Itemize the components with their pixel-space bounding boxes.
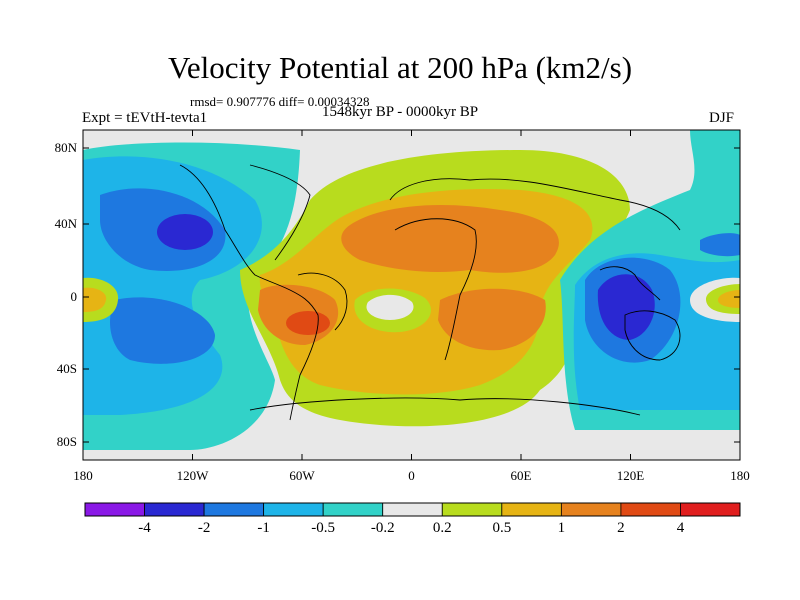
lon-label: 180	[730, 468, 750, 483]
lon-label: 0	[408, 468, 415, 483]
colorbar-swatch	[84, 502, 145, 517]
colorbar-swatch	[620, 502, 681, 517]
axis-ticks	[82, 130, 741, 460]
colorbar-swatch	[144, 502, 205, 517]
colorbar-swatch	[203, 502, 265, 517]
colorbar	[84, 502, 741, 517]
colorbar-label: -1	[257, 520, 270, 536]
lat-label: 0	[70, 289, 78, 304]
colorbar-label: -0.5	[311, 520, 336, 536]
lon-label: 120W	[176, 468, 209, 483]
lat-label: 80S	[56, 434, 77, 449]
colorbar-swatch	[441, 502, 503, 517]
colorbar-label: 0.5	[492, 520, 512, 536]
contour-field	[83, 130, 740, 460]
coastlines	[179, 164, 681, 421]
lat-label: 40S	[56, 361, 77, 376]
lat-label: 80N	[54, 140, 77, 155]
colorbar-label: 4	[676, 520, 685, 536]
colorbar-swatch	[501, 502, 562, 517]
season-label: DJF	[709, 110, 735, 126]
lon-label: 60E	[510, 468, 532, 483]
colorbar-swatch	[680, 502, 741, 517]
colorbar-label: 1	[557, 520, 566, 536]
stats-text: rmsd= 0.907776 diff= 0.00034328	[190, 94, 370, 109]
colorbar-swatch	[263, 502, 324, 517]
lon-label: 180	[73, 468, 93, 483]
map-title: Velocity Potential at 200 hPa (km2/s)	[167, 50, 633, 85]
colorbar-label: -0.2	[370, 520, 395, 536]
period-label: 1548kyr BP - 0000kyr BP	[322, 104, 479, 120]
colorbar-label: 2	[617, 520, 625, 536]
colorbar-label: 0.2	[432, 520, 452, 536]
colorbar-label: -4	[138, 520, 151, 536]
lat-label: 40N	[54, 216, 77, 231]
colorbar-swatch	[560, 502, 622, 517]
lon-label: 120E	[616, 468, 645, 483]
colorbar-swatch	[322, 502, 384, 517]
experiment-label: Expt = tEVtH-tevta1	[82, 110, 208, 126]
colorbar-label: -2	[197, 520, 211, 536]
lon-label: 60W	[289, 468, 315, 483]
colorbar-swatch	[382, 502, 443, 517]
